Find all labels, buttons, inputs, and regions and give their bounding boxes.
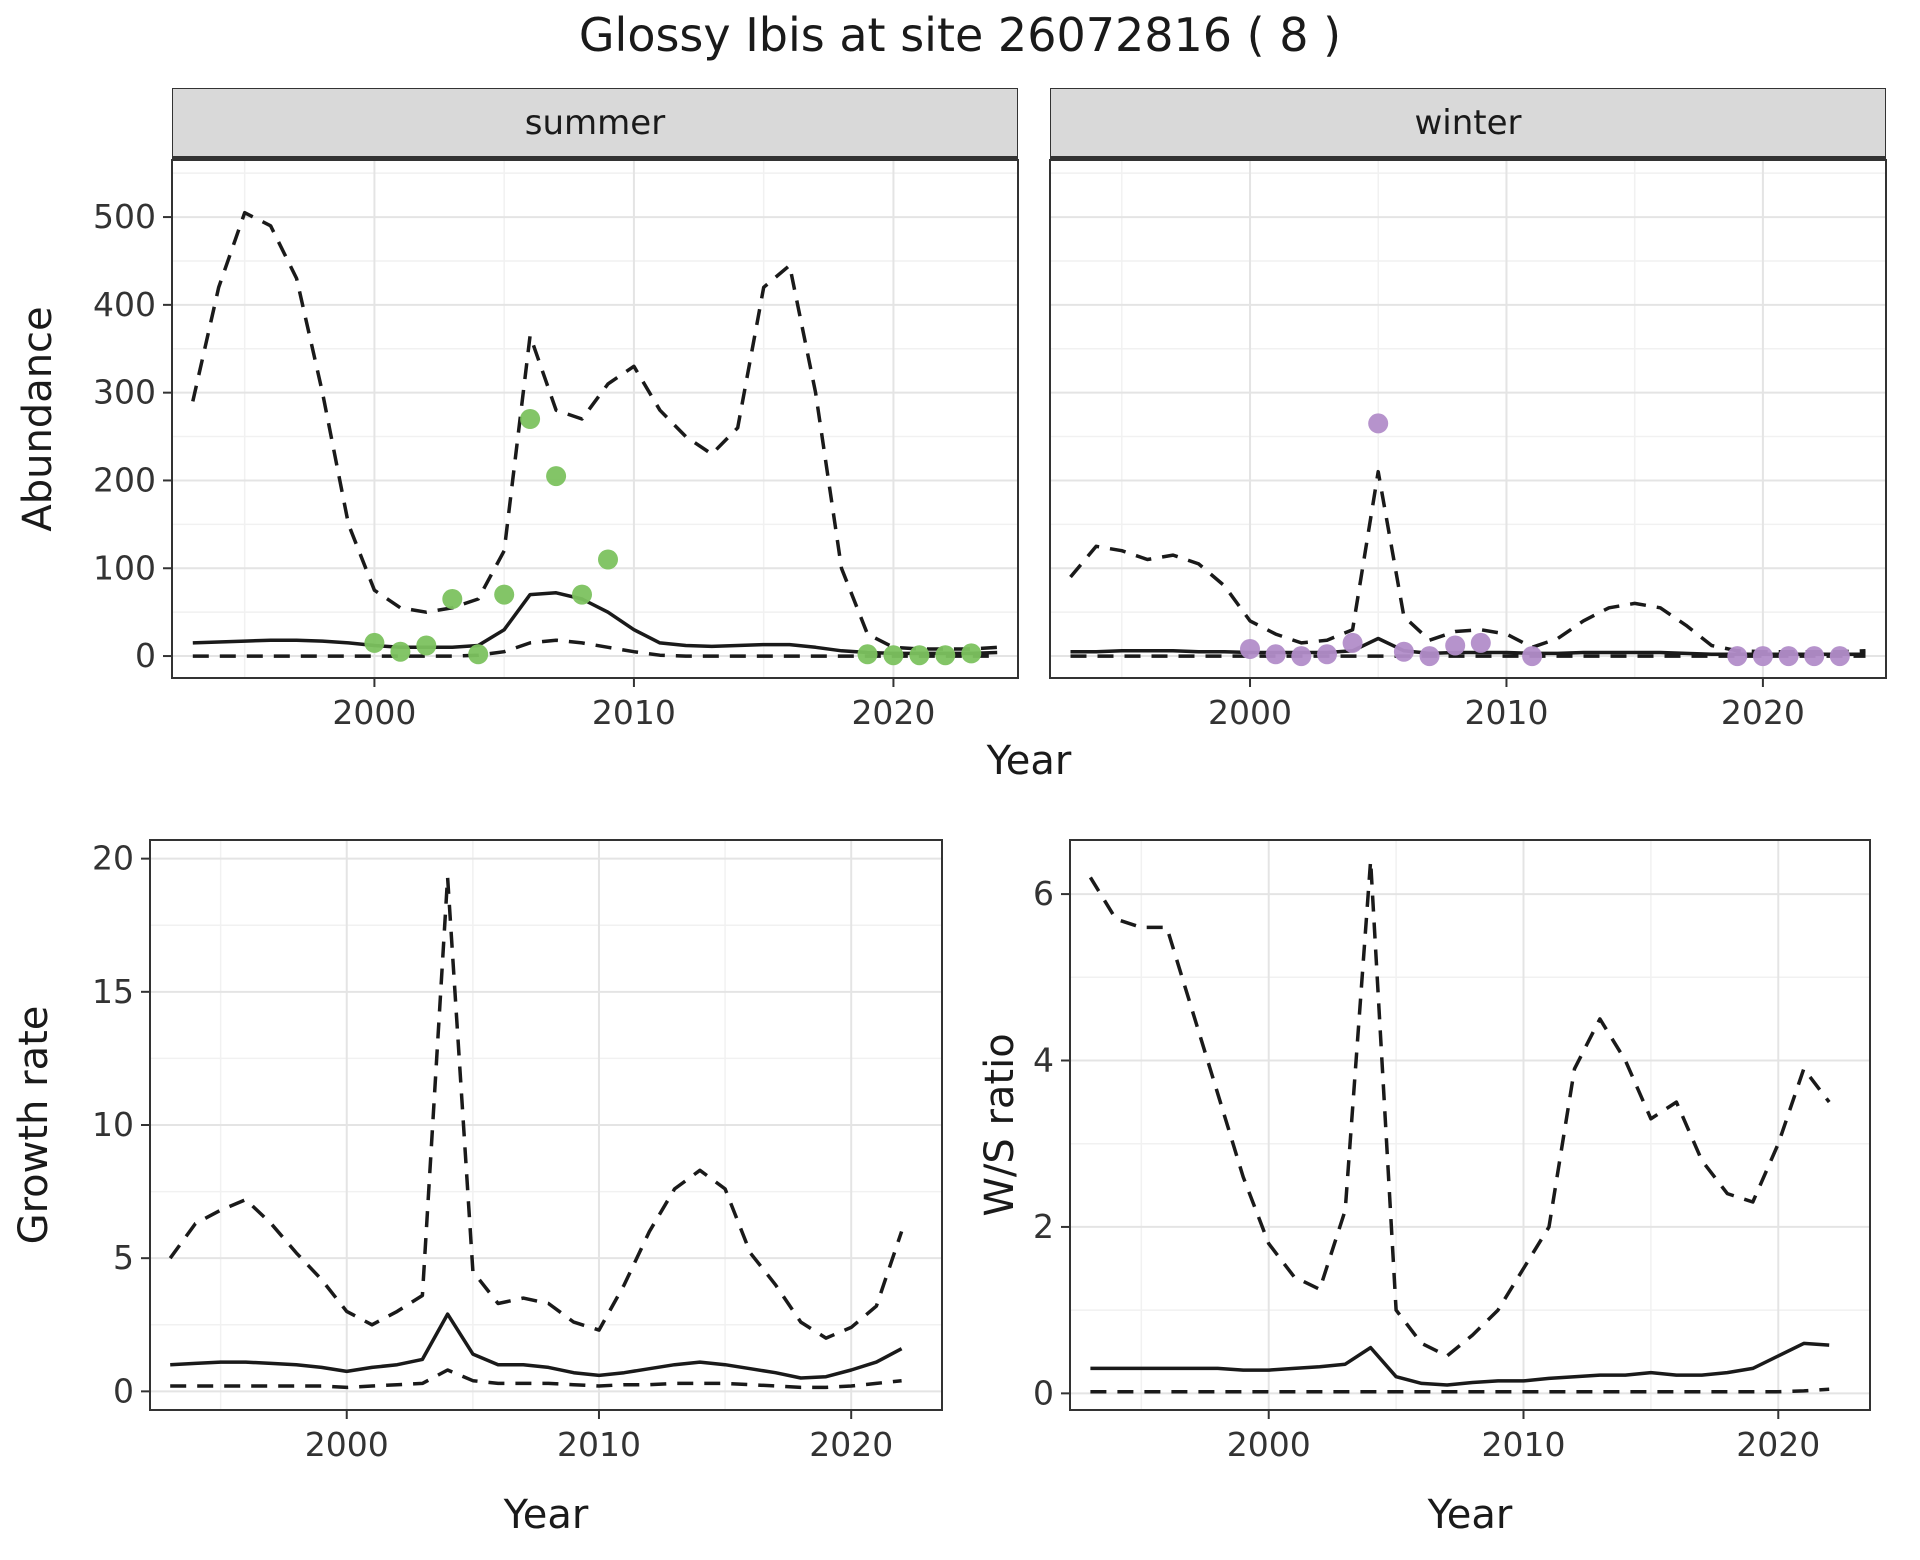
svg-text:2: 2 bbox=[1033, 1207, 1054, 1246]
svg-text:6: 6 bbox=[1033, 874, 1054, 913]
svg-text:10: 10 bbox=[92, 1105, 134, 1144]
summer-abundance-plot: 2000 2010 2020 0 100 200 300 400 500 bbox=[93, 159, 1019, 732]
facet-strip-winter-label: winter bbox=[1414, 102, 1522, 143]
svg-text:0: 0 bbox=[135, 636, 156, 675]
growth-rate-x-axis-label: Year bbox=[503, 1492, 589, 1538]
svg-text:2020: 2020 bbox=[851, 693, 935, 732]
ws-ratio-x-axis-label: Year bbox=[1427, 1492, 1513, 1538]
chart-title: Glossy Ibis at site 26072816 ( 8 ) bbox=[578, 8, 1342, 62]
svg-text:5: 5 bbox=[113, 1238, 134, 1277]
svg-text:2020: 2020 bbox=[1736, 1425, 1820, 1464]
svg-text:2010: 2010 bbox=[1464, 693, 1548, 732]
top-x-axis-label: Year bbox=[986, 738, 1072, 784]
svg-text:2010: 2010 bbox=[557, 1425, 641, 1464]
svg-text:2010: 2010 bbox=[1482, 1425, 1566, 1464]
svg-text:100: 100 bbox=[93, 548, 156, 587]
svg-text:15: 15 bbox=[92, 972, 134, 1011]
svg-text:300: 300 bbox=[93, 373, 156, 412]
svg-text:0: 0 bbox=[113, 1371, 134, 1410]
svg-text:2020: 2020 bbox=[1721, 693, 1805, 732]
svg-text:2000: 2000 bbox=[1208, 693, 1292, 732]
ws-ratio-y-axis-label: W/S ratio bbox=[977, 1033, 1023, 1217]
abundance-y-axis-label: Abundance bbox=[15, 306, 61, 532]
svg-text:0: 0 bbox=[1033, 1373, 1054, 1412]
svg-text:2000: 2000 bbox=[332, 693, 416, 732]
facet-strip-summer: summer bbox=[172, 88, 1018, 160]
svg-text:200: 200 bbox=[93, 460, 156, 499]
facet-strip-winter: winter bbox=[1050, 88, 1886, 160]
svg-text:400: 400 bbox=[93, 285, 156, 324]
growth-rate-plot: 2000 2010 2020 0 5 10 15 20 bbox=[92, 839, 943, 1464]
svg-text:2010: 2010 bbox=[592, 693, 676, 732]
svg-text:20: 20 bbox=[92, 839, 134, 878]
svg-text:2000: 2000 bbox=[1227, 1425, 1311, 1464]
ws-ratio-plot: 2000 2010 2020 0 2 4 6 bbox=[1033, 839, 1871, 1464]
svg-text:2000: 2000 bbox=[305, 1425, 389, 1464]
svg-text:4: 4 bbox=[1033, 1041, 1054, 1080]
facet-strip-summer-label: summer bbox=[524, 102, 666, 143]
growth-rate-y-axis-label: Growth rate bbox=[11, 1005, 57, 1245]
winter-abundance-plot: 2000 2010 2020 bbox=[1049, 159, 1887, 732]
svg-text:500: 500 bbox=[93, 197, 156, 236]
svg-text:2020: 2020 bbox=[809, 1425, 893, 1464]
